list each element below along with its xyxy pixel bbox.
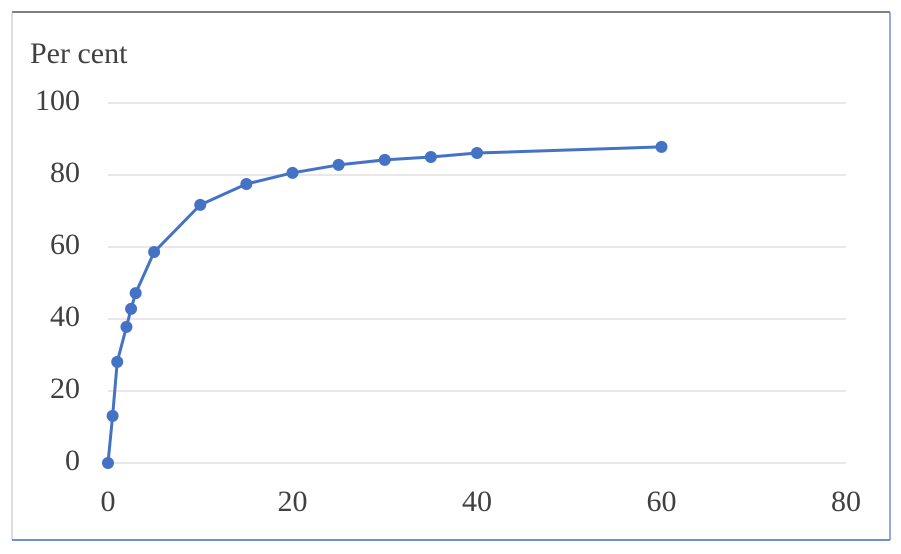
series-line xyxy=(106,145,662,464)
y-tick-label: 20 xyxy=(50,372,80,405)
y-tick-label: 60 xyxy=(50,228,80,261)
data-point xyxy=(148,246,161,259)
data-point xyxy=(125,302,138,315)
data-point xyxy=(129,287,142,300)
x-tick-label: 40 xyxy=(462,485,492,518)
data-point xyxy=(378,153,391,166)
x-tick-label: 60 xyxy=(647,485,677,518)
y-axis-label: Per cent xyxy=(30,37,128,70)
data-point xyxy=(194,198,207,211)
y-tick-label: 80 xyxy=(50,156,80,189)
data-point xyxy=(102,457,114,469)
x-tick-label: 80 xyxy=(831,485,861,518)
data-point xyxy=(424,151,437,163)
y-tick-label: 40 xyxy=(50,300,80,333)
data-point xyxy=(655,140,668,153)
y-tick-label: 100 xyxy=(35,84,80,117)
data-point xyxy=(286,166,299,179)
data-point xyxy=(120,320,133,333)
y-tick-label: 0 xyxy=(65,444,80,477)
data-point xyxy=(111,355,124,368)
x-tick-label: 0 xyxy=(101,485,116,518)
data-point xyxy=(106,409,119,422)
data-point xyxy=(471,147,483,160)
data-point xyxy=(332,158,345,171)
x-tick-label: 20 xyxy=(278,485,308,518)
data-point xyxy=(240,178,253,190)
